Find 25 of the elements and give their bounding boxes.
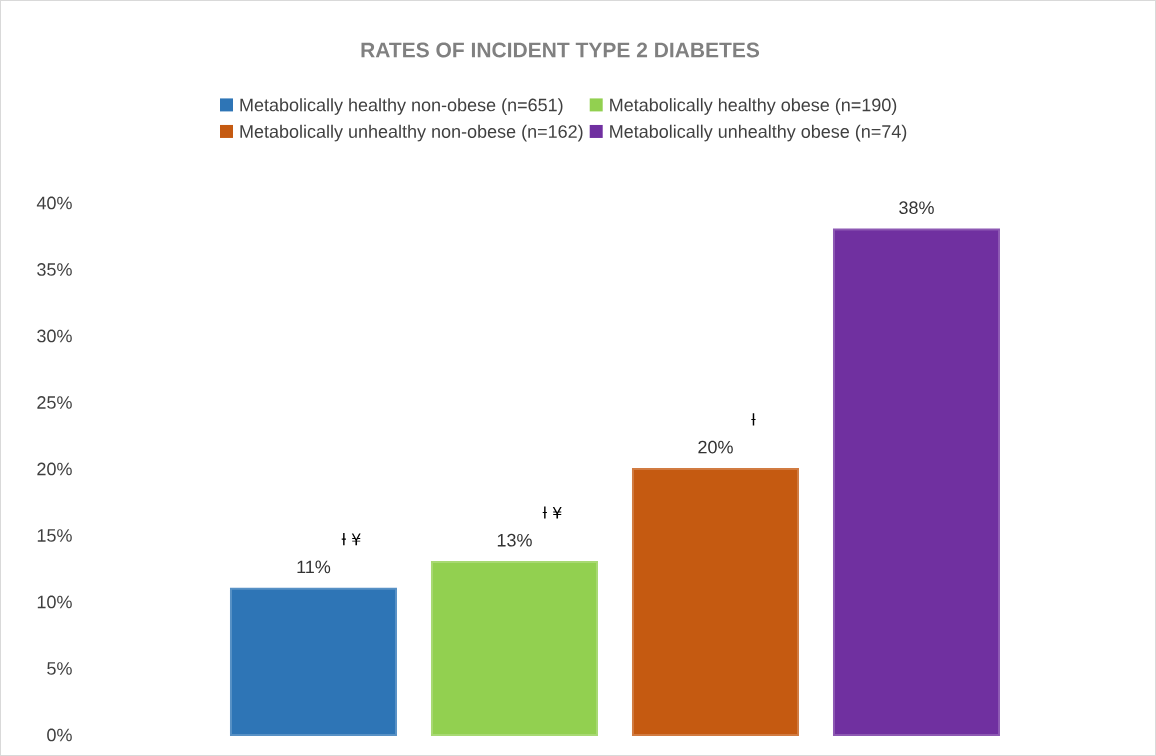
y-tick-label: 35% <box>37 263 72 276</box>
y-tick-label: 10% <box>37 595 72 609</box>
bar <box>631 468 799 736</box>
y-tick-label: 0% <box>47 728 72 742</box>
legend-label: Metabolically unhealthy obese (n=74) <box>610 124 907 142</box>
y-tick-label: 25% <box>37 396 72 409</box>
data-label: 11% <box>297 560 331 574</box>
data-label: 20% <box>698 440 733 454</box>
annotation: ƚ ¥ <box>341 533 361 546</box>
y-tick-label: 5% <box>47 662 72 675</box>
legend-label: Metabolically healthy obese (n=190) <box>610 98 897 115</box>
bar <box>832 228 1000 736</box>
bar <box>229 587 397 736</box>
bar <box>430 561 598 736</box>
data-label: 38% <box>899 201 934 215</box>
legend-label: Metabolically unhealthy non-obese (n=162) <box>240 124 583 142</box>
y-tick-label: 20% <box>37 462 72 476</box>
annotation: ƚ ¥ <box>542 506 562 519</box>
y-tick-label: 30% <box>37 329 72 343</box>
chart-title: RATES OF INCIDENT TYPE 2 DIABETES <box>361 42 760 58</box>
legend-label: Metabolically healthy non-obese (n=651) <box>240 98 563 115</box>
annotation: ƚ <box>751 413 756 426</box>
y-tick-label: 40% <box>36 196 72 210</box>
data-label: 13% <box>497 533 532 547</box>
y-tick-label: 15% <box>37 529 72 542</box>
